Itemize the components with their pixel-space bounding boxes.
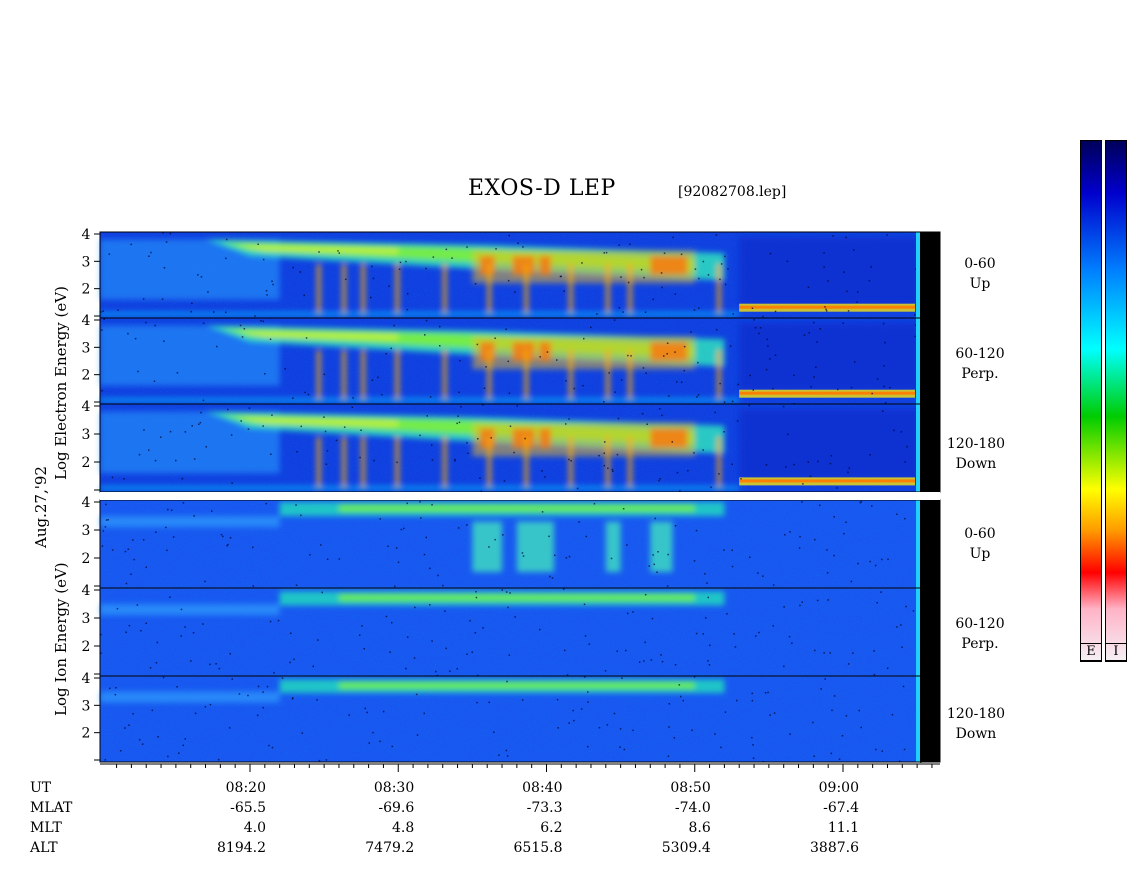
y-tick-label: 4 <box>82 227 91 243</box>
spectrogram-panel-5 <box>99 587 941 677</box>
y-tick-label: 3 <box>82 427 91 443</box>
electron-colorbar <box>1080 140 1102 662</box>
mlt-value: 4.0 <box>243 820 266 836</box>
y-tick-label: 3 <box>82 523 91 539</box>
y-tick-label: 2 <box>82 282 91 298</box>
ut-value: 09:00 <box>818 780 859 796</box>
ion-y-axis-label: Log Ion Energy (eV) <box>52 562 70 716</box>
y-tick-label: 3 <box>82 254 91 270</box>
ut-value: 08:40 <box>522 780 563 796</box>
y-tick-label: 3 <box>82 698 91 714</box>
mlat-value: -69.6 <box>378 800 415 816</box>
electron-y-axis-label: Log Electron Energy (eV) <box>52 286 70 480</box>
ut-value: 08:50 <box>670 780 711 796</box>
y-tick-label: 3 <box>82 340 91 356</box>
spectrogram-panel-2 <box>99 317 941 405</box>
y-tick-label: 2 <box>82 726 91 742</box>
alt-value: 3887.6 <box>810 840 859 856</box>
data-filename: [92082708.lep] <box>678 184 787 200</box>
ut-value: 08:30 <box>373 780 415 796</box>
mlt-value: 11.1 <box>827 820 859 836</box>
mlat-value: -67.4 <box>823 800 859 816</box>
row-label-mlt: MLT <box>30 820 62 836</box>
row-label-ut: UT <box>30 780 52 796</box>
panel-4-label: 0-60 Up <box>964 526 996 562</box>
y-tick-label: 2 <box>82 639 91 655</box>
date-label: Aug.27,'92 <box>32 466 50 548</box>
mlat-value: -74.0 <box>674 800 711 816</box>
y-tick-label: 4 <box>82 583 91 599</box>
row-label-alt: ALT <box>30 840 58 856</box>
electron-colorbar-label: E <box>1080 643 1102 661</box>
chart-title: EXOS-D LEP <box>468 176 616 201</box>
panel-1-label: 0-60 Up <box>964 256 996 292</box>
y-tick-label: 2 <box>82 455 91 471</box>
panel-3-label: 120-180 Down <box>946 436 1006 472</box>
mlat-value: -73.3 <box>526 800 563 816</box>
mlt-value: 6.2 <box>540 820 563 836</box>
y-tick-label: 4 <box>82 399 91 415</box>
ion-colorbar <box>1105 140 1127 662</box>
panel-5-label: 60-120 Perp. <box>955 616 1005 652</box>
alt-value: 8194.2 <box>217 840 266 856</box>
y-tick-label: 4 <box>82 313 91 329</box>
alt-value: 7479.2 <box>365 840 415 856</box>
row-label-mlat: MLAT <box>30 800 73 816</box>
panel-2-label: 60-120 Perp. <box>955 346 1005 382</box>
alt-value: 5309.4 <box>661 840 711 856</box>
alt-value: 6515.8 <box>513 840 563 856</box>
y-tick-label: 4 <box>82 495 91 511</box>
y-tick-label: 2 <box>82 551 91 567</box>
spectrogram-panel-6 <box>99 675 941 763</box>
panel-6-label: 120-180 Down <box>946 706 1006 742</box>
mlat-value: -65.5 <box>230 800 266 816</box>
y-tick-label: 3 <box>82 611 91 627</box>
spectrogram-panel-4 <box>99 499 941 589</box>
mlt-value: 4.8 <box>391 820 415 836</box>
y-tick-label: 4 <box>82 671 91 687</box>
spectrogram-panel-3 <box>99 403 941 494</box>
spectrogram-panel-1 <box>99 231 941 319</box>
ut-value: 08:20 <box>225 780 266 796</box>
y-tick-label: 2 <box>82 368 91 384</box>
ion-colorbar-label: I <box>1105 643 1127 661</box>
mlt-value: 8.6 <box>688 820 711 836</box>
